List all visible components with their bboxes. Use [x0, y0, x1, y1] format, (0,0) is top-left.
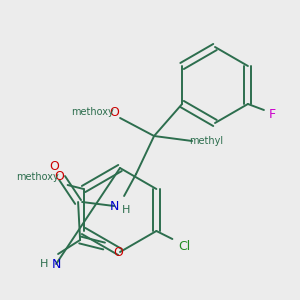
Text: F: F: [268, 107, 275, 121]
Text: H: H: [122, 205, 130, 215]
Text: N: N: [110, 200, 119, 212]
Text: N: N: [51, 257, 61, 271]
Text: H: H: [40, 259, 48, 269]
Text: O: O: [113, 245, 123, 259]
Text: O: O: [49, 160, 59, 172]
Text: methoxy: methoxy: [16, 172, 59, 182]
Text: methyl: methyl: [189, 136, 223, 146]
Text: O: O: [109, 106, 119, 118]
Text: methoxy: methoxy: [71, 107, 113, 117]
Text: O: O: [55, 170, 64, 184]
Text: Cl: Cl: [178, 241, 190, 254]
